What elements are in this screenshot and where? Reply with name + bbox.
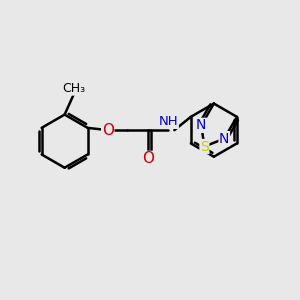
Text: N: N (196, 118, 206, 132)
Text: NH: NH (159, 116, 178, 128)
Text: N: N (219, 132, 230, 145)
Text: O: O (102, 123, 114, 138)
Text: S: S (200, 140, 209, 154)
Text: CH₃: CH₃ (62, 82, 85, 95)
Text: O: O (142, 152, 154, 166)
